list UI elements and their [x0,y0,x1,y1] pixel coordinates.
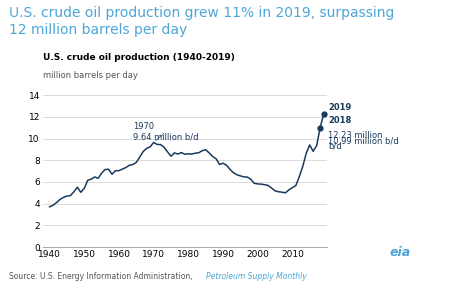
Text: million barrels per day: million barrels per day [43,71,137,80]
Text: eia: eia [390,246,411,259]
Text: 10.99 million b/d: 10.99 million b/d [328,136,399,145]
Text: Petroleum Supply Monthly: Petroleum Supply Monthly [206,272,307,281]
Text: U.S. crude oil production grew 11% in 2019, surpassing
12 million barrels per da: U.S. crude oil production grew 11% in 20… [9,6,395,37]
Text: U.S. crude oil production (1940-2019): U.S. crude oil production (1940-2019) [43,53,235,62]
Text: 2018: 2018 [328,116,352,125]
Text: 12.23 million
b/d: 12.23 million b/d [328,131,383,151]
Text: 2019: 2019 [328,103,352,112]
Text: Source: U.S. Energy Information Administration,: Source: U.S. Energy Information Administ… [9,272,195,281]
Text: 1970
9.64 million b/d: 1970 9.64 million b/d [133,122,198,142]
